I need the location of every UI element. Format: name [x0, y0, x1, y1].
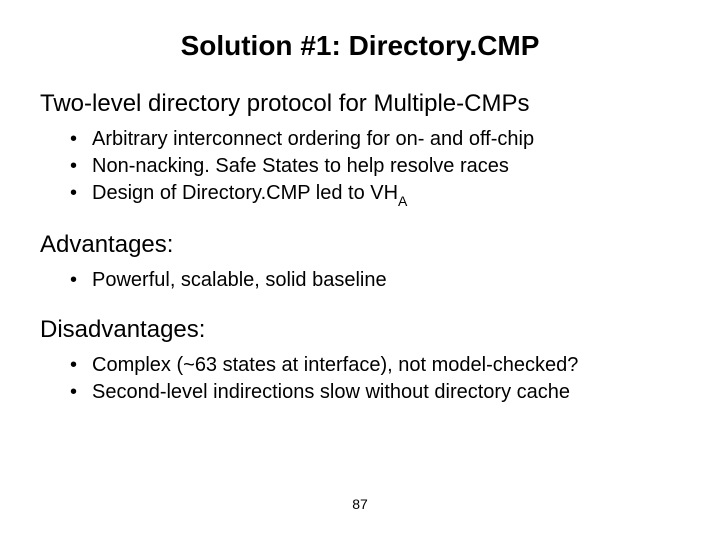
- bullet-list-advantages: Powerful, scalable, solid baseline: [40, 267, 680, 294]
- bullet-text: Second-level indirections slow without d…: [92, 381, 570, 403]
- page-number: 87: [0, 496, 720, 512]
- slide-title: Solution #1: Directory.CMP: [40, 30, 680, 62]
- bullet-list-protocol: Arbitrary interconnect ordering for on- …: [40, 126, 680, 209]
- list-item: Powerful, scalable, solid baseline: [40, 267, 680, 294]
- bullet-text: Powerful, scalable, solid baseline: [92, 269, 387, 291]
- subscript-text: A: [398, 193, 407, 209]
- bullet-text: Complex (~63 states at interface), not m…: [92, 354, 578, 376]
- section-heading-protocol: Two-level directory protocol for Multipl…: [40, 90, 680, 118]
- bullet-text: Design of Directory.CMP led to VH: [92, 182, 398, 204]
- bullet-text: Arbitrary interconnect ordering for on- …: [92, 128, 534, 150]
- bullet-list-disadvantages: Complex (~63 states at interface), not m…: [40, 352, 680, 406]
- section-heading-advantages: Advantages:: [40, 231, 680, 259]
- list-item: Arbitrary interconnect ordering for on- …: [40, 126, 680, 153]
- list-item: Design of Directory.CMP led to VHA: [40, 180, 680, 209]
- list-item: Second-level indirections slow without d…: [40, 379, 680, 406]
- list-item: Complex (~63 states at interface), not m…: [40, 352, 680, 379]
- slide: Solution #1: Directory.CMP Two-level dir…: [0, 0, 720, 540]
- list-item: Non-nacking. Safe States to help resolve…: [40, 153, 680, 180]
- section-heading-disadvantages: Disadvantages:: [40, 316, 680, 344]
- bullet-text: Non-nacking. Safe States to help resolve…: [92, 155, 509, 177]
